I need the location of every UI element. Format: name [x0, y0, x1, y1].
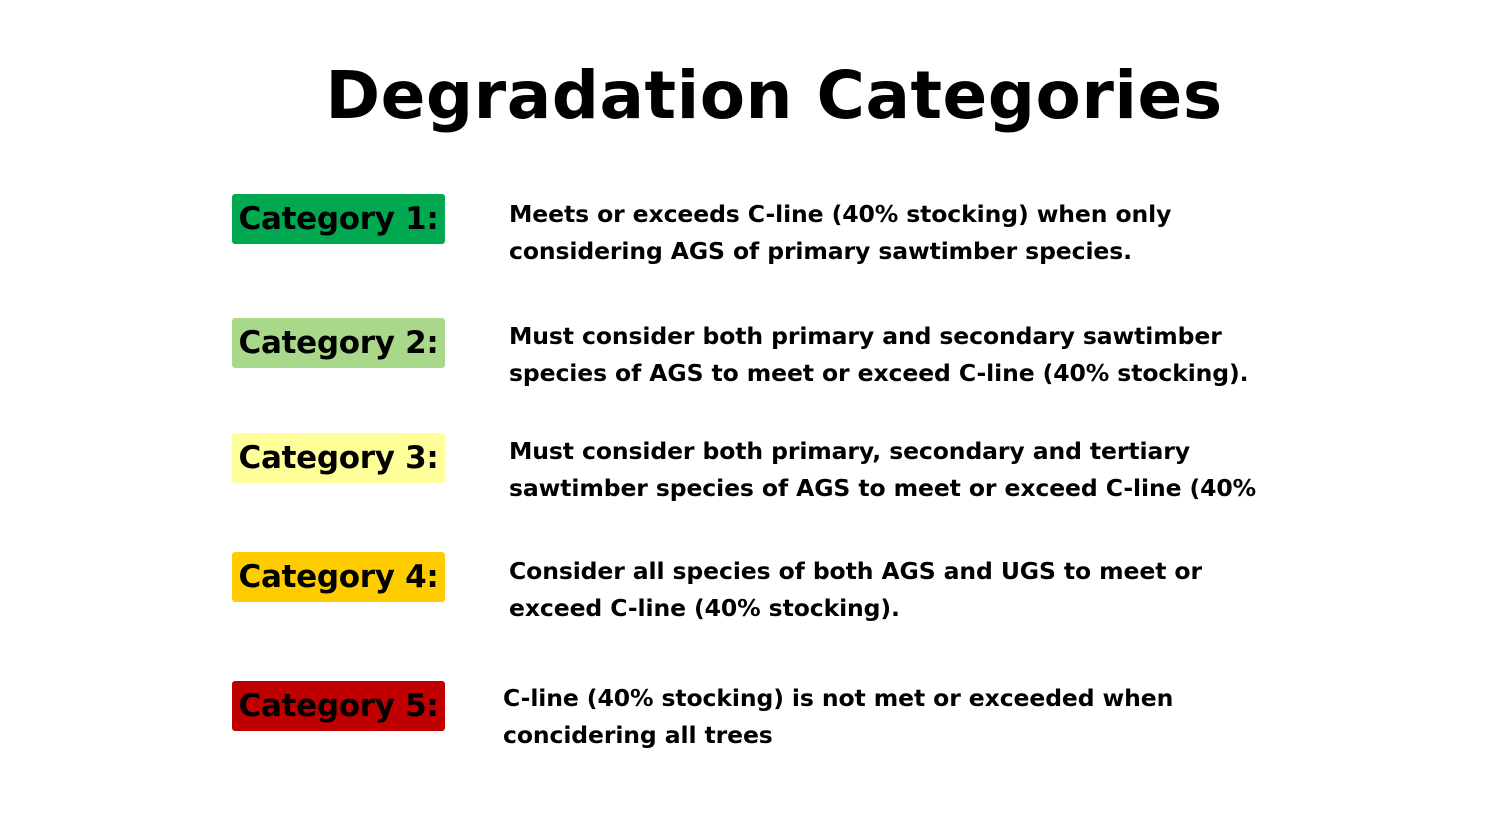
category-5-description-line: C-line (40% stocking) is not met or exce… — [503, 684, 1174, 712]
category-3-description: Must consider both primary, secondary an… — [509, 433, 1299, 507]
category-3-description-line: sawtimber species of AGS to meet or exce… — [509, 474, 1257, 502]
category-4-label: Category 4: — [238, 559, 439, 595]
category-4-description: Consider all species of both AGS and UGS… — [509, 553, 1299, 627]
category-3-badge: Category 3: — [232, 433, 445, 483]
category-1-description-line: Meets or exceeds C-line (40% stocking) w… — [509, 200, 1172, 228]
category-2-badge: Category 2: — [232, 318, 445, 368]
category-3-description-line: Must consider both primary, secondary an… — [509, 437, 1190, 465]
category-5-label: Category 5: — [238, 688, 439, 724]
category-2-label: Category 2: — [238, 325, 439, 361]
category-1-description-line: considering AGS of primary sawtimber spe… — [509, 237, 1132, 265]
category-5-description-line: concidering all trees — [503, 721, 773, 749]
category-5-badge: Category 5: — [232, 681, 445, 731]
category-3-label: Category 3: — [238, 440, 439, 476]
category-1-label: Category 1: — [238, 201, 439, 237]
category-4-badge: Category 4: — [232, 552, 445, 602]
page-title: Degradation Categories — [325, 57, 1223, 134]
category-2-description-line: Must consider both primary and secondary… — [509, 322, 1222, 350]
category-4-description-line: Consider all species of both AGS and UGS… — [509, 557, 1202, 585]
category-4-description-line: exceed C-line (40% stocking). — [509, 594, 900, 622]
category-2-description-line: species of AGS to meet or exceed C-line … — [509, 359, 1249, 387]
category-2-description: Must consider both primary and secondary… — [509, 318, 1299, 392]
category-1-badge: Category 1: — [232, 194, 445, 244]
category-5-description: C-line (40% stocking) is not met or exce… — [503, 680, 1293, 754]
category-1-description: Meets or exceeds C-line (40% stocking) w… — [509, 196, 1299, 270]
